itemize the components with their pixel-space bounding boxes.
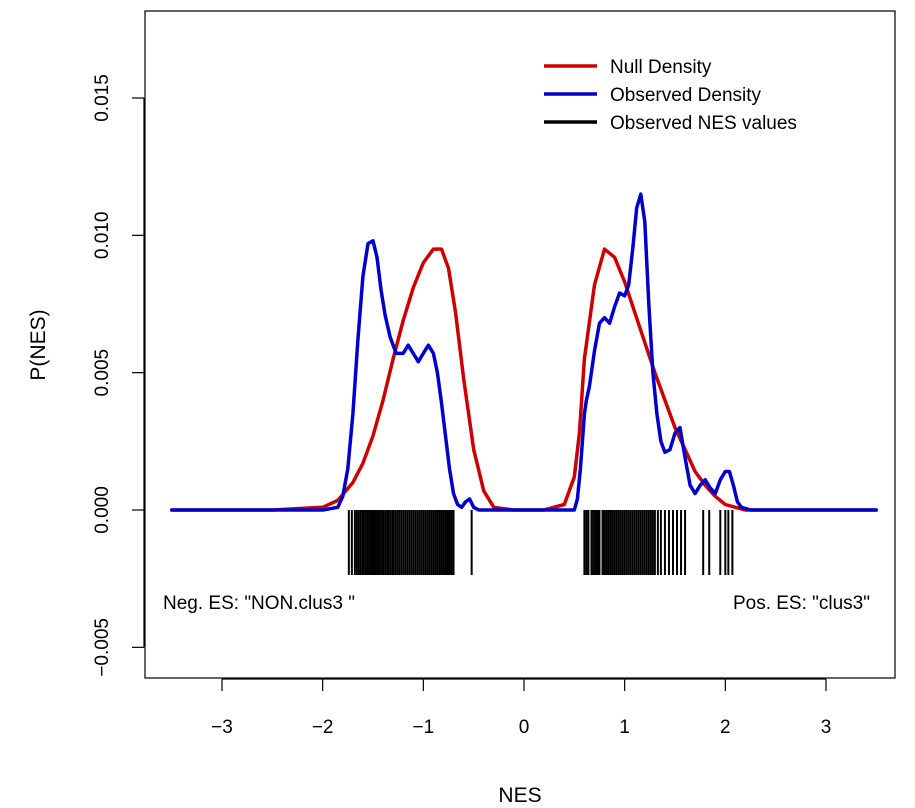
y-tick-label: 0.010 (92, 212, 113, 260)
legend-label-observed-nes-values: Observed NES values (610, 113, 797, 134)
x-tick-label: −2 (312, 717, 334, 738)
legend: Null Density Observed Density Observed N… (544, 57, 797, 134)
y-axis-label: P(NES) (27, 309, 50, 380)
y-tick-label: 0.015 (92, 74, 113, 122)
legend-label-observed-density: Observed Density (610, 85, 762, 106)
plot-area-border (144, 10, 896, 679)
x-tick-label: 1 (619, 717, 630, 738)
x-tick-label: 3 (821, 717, 832, 738)
series-group (169, 192, 879, 512)
y-tick-label: −0.005 (92, 618, 113, 677)
x-tick-label: −3 (211, 717, 233, 738)
series-line-null-density (169, 247, 879, 512)
x-axis: −3 −2 −1 0 1 2 3 (211, 678, 832, 738)
pos-es-annotation: Pos. ES: "clus3" (733, 593, 870, 614)
x-tick-label: −1 (412, 717, 434, 738)
x-axis-label: NES (498, 784, 541, 807)
x-tick-label: 2 (720, 717, 731, 738)
neg-es-annotation: Neg. ES: "NON.clus3 " (163, 593, 355, 614)
legend-label-null-density: Null Density (610, 57, 712, 78)
rug-group (347, 510, 734, 575)
y-tick-label: 0.005 (92, 349, 113, 397)
y-tick-label: 0.000 (92, 486, 113, 534)
series-line-observed-density (169, 192, 879, 512)
x-tick-label: 0 (519, 717, 530, 738)
y-axis: −0.005 0.000 0.005 0.010 0.015 (92, 74, 145, 677)
